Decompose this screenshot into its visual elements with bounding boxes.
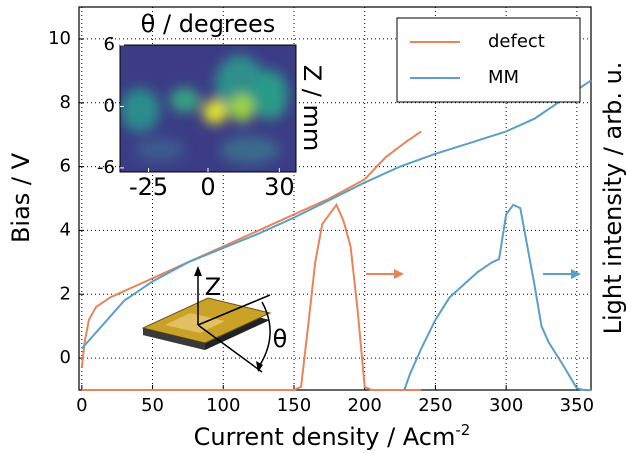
y-axis-label: Bias / V [7,152,35,243]
inset-title: θ / degrees [141,10,276,38]
x-tick-label: 100 [206,395,240,416]
y-tick-label: 6 [60,156,71,177]
legend-label: MM [488,67,519,88]
inset-x-tick-label: 30 [264,173,295,201]
inset-x-tick-label: -25 [129,173,168,201]
marks [80,79,592,391]
x-tick-label: 300 [489,395,523,416]
annotation: Z [205,273,221,301]
light-line [81,202,422,391]
inset-y-tick-label: 0 [104,95,115,116]
legend [396,17,581,103]
x-axis-label: Current density / Acm-2 [194,421,471,452]
inset-y-label: Z / mm [298,65,326,152]
legend-items: defect MM [410,31,545,88]
x-tick-label: 50 [141,395,164,416]
y-tick-label: 8 [60,92,71,113]
annotation: θ [273,325,288,353]
inset-y-tick-label: -6 [97,157,115,178]
bias-line [81,79,592,350]
inset-y-tick-label: 6 [104,34,115,55]
y2-axis-label: Light intensity / arb. u. [599,62,626,335]
y-tick-label: 0 [60,347,71,368]
x-axis-label-sup: -2 [455,421,470,439]
inset-x-tick-label: 0 [200,173,215,201]
x-tick-label: 350 [560,395,594,416]
light-line [403,203,591,391]
x-axis-label-text: Current density / Acm [194,423,456,451]
x-tick-label: 200 [348,395,382,416]
x-tick-label: 0 [76,395,87,416]
y-tick-label: 10 [48,28,71,49]
heatmap-image [120,45,296,172]
legend-label: defect [488,31,545,52]
y-tick-label: 2 [60,283,71,304]
y-tick-label: 4 [60,219,71,240]
x-tick-label: 150 [277,395,311,416]
schematic [141,266,581,373]
x-tick-label: 250 [418,395,452,416]
